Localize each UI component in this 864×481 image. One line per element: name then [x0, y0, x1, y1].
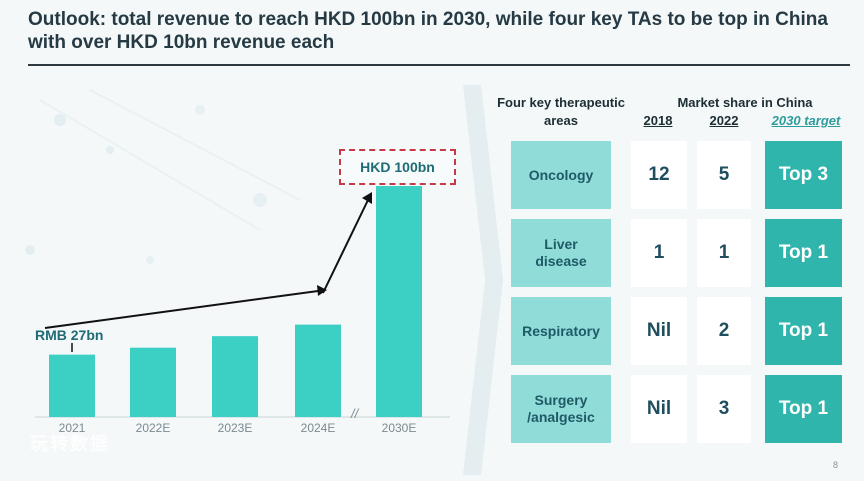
ta-label-surgery-analgesic: Surgery /analgesic	[527, 392, 595, 425]
header-2022: 2022	[709, 113, 739, 128]
target-oncology: Top 3	[765, 141, 842, 209]
x-tick-label: 2030E	[381, 421, 417, 435]
bar-2024e	[295, 324, 341, 417]
header-market-share: Market share in China	[640, 94, 850, 112]
ta-cell-respiratory: Respiratory	[511, 297, 611, 365]
target-surgery-analgesic: Top 1	[765, 375, 842, 443]
ta-cell-surgery-analgesic: Surgery /analgesic	[511, 375, 611, 443]
page-number: 8	[833, 460, 839, 470]
trend-arrow-line	[44, 290, 319, 329]
target-value-box: HKD 100bn	[339, 149, 456, 185]
x-tick-label: 2024E	[300, 421, 336, 435]
share-2018-surgery-analgesic: Nil	[631, 375, 687, 443]
share-2018-liver-disease: 1	[631, 219, 687, 287]
target-respiratory: Top 1	[765, 297, 842, 365]
bar-2023e	[212, 336, 258, 417]
share-2022-oncology: 5	[697, 141, 751, 209]
axis-break-mark: //	[351, 406, 359, 421]
bar-2021	[49, 354, 95, 417]
header-ta-text: Four key therapeutic areas	[497, 95, 625, 128]
bar-2030e	[376, 186, 422, 417]
header-share-text: Market share in China	[677, 95, 813, 110]
header-2018: 2018	[643, 113, 673, 128]
chevron-right-icon	[463, 85, 503, 475]
share-2018-oncology: 12	[631, 141, 687, 209]
header-therapeutic-areas: Four key therapeutic areas	[494, 94, 628, 130]
target-liver-disease: Top 1	[765, 219, 842, 287]
trend-arrow-head	[317, 285, 327, 296]
share-2022-liver-disease: 1	[697, 219, 751, 287]
share-2022-surgery-analgesic: 3	[697, 375, 751, 443]
ta-cell-liver-disease: Liver disease	[511, 219, 611, 287]
x-tick-label: 2022E	[135, 421, 171, 435]
x-tick-label: 2021	[58, 421, 86, 435]
start-value-label: RMB 27bn	[35, 327, 104, 343]
target-value-label: HKD 100bn	[360, 159, 435, 175]
x-tick-label: 2023E	[217, 421, 253, 435]
ta-cell-oncology: Oncology	[511, 141, 611, 209]
watermark: 玩转数据	[30, 434, 110, 454]
slide-title: Outlook: total revenue to reach HKD 100b…	[28, 9, 828, 53]
ta-label-liver-disease: Liver disease	[535, 236, 587, 269]
share-2018-respiratory: Nil	[631, 297, 687, 365]
jump-arrow-head	[362, 192, 372, 204]
bar-2022e	[130, 347, 176, 417]
jump-arrow-line	[322, 199, 369, 294]
title-underline	[28, 64, 850, 66]
header-2030-target: 2030 target	[771, 113, 841, 128]
share-2022-respiratory: 2	[697, 297, 751, 365]
